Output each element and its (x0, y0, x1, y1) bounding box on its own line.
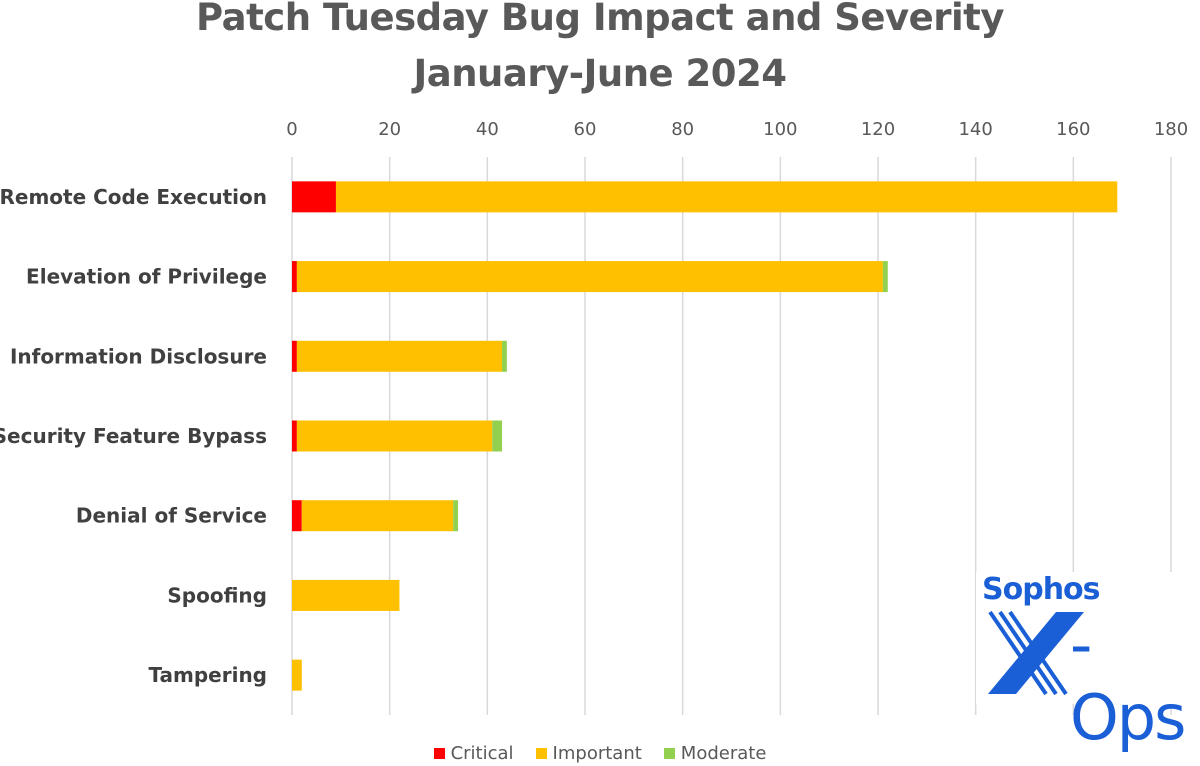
x-tick-label: 160 (1056, 119, 1090, 140)
bar-important (301, 500, 454, 532)
x-tick-label: 60 (574, 119, 597, 140)
bar-critical (292, 261, 297, 293)
x-tick-label: 120 (861, 119, 895, 140)
legend: Critical Important Moderate (0, 743, 1200, 764)
category-label: Remote Code Execution (0, 185, 267, 209)
legend-label: Important (552, 743, 642, 764)
x-tick-label: 180 (1154, 119, 1188, 140)
category-label: Spoofing (167, 583, 267, 607)
category-label: Information Disclosure (10, 344, 267, 368)
legend-item-important: Important (535, 743, 642, 764)
bar-important (335, 181, 1118, 213)
chart-subtitle: January-June 2024 (413, 52, 787, 95)
bar-critical (292, 420, 297, 452)
x-tick-label: 80 (671, 119, 694, 140)
bar-critical (292, 340, 297, 372)
chart-title: Patch Tuesday Bug Impact and Severity (196, 0, 1004, 39)
legend-swatch (663, 748, 675, 759)
bar-moderate (501, 340, 507, 372)
x-tick-label: 140 (958, 119, 992, 140)
x-tick-label: 20 (378, 119, 401, 140)
bar-moderate (453, 500, 459, 532)
legend-swatch (433, 748, 445, 759)
legend-label: Critical (450, 743, 514, 764)
logo-x-mark (988, 610, 1084, 696)
bar-important (296, 420, 493, 452)
category-label: Security Feature Bypass (0, 424, 267, 448)
x-tick-label: 100 (763, 119, 797, 140)
bar-important (292, 579, 400, 611)
bar-moderate (492, 420, 502, 452)
logo-text-sophos: Sophos (982, 572, 1101, 607)
bar-critical (292, 181, 336, 213)
category-label: Elevation of Privilege (26, 265, 267, 289)
category-label: Denial of Service (76, 504, 267, 528)
legend-item-moderate: Moderate (663, 743, 767, 764)
legend-swatch (535, 748, 547, 759)
bar-important (296, 261, 883, 293)
legend-label: Moderate (680, 743, 767, 764)
category-label: Tampering (148, 663, 267, 687)
bar-moderate (882, 261, 888, 293)
x-tick-label: 0 (286, 119, 297, 140)
bar-important (292, 659, 302, 691)
logo-text-ops: -Ops (1070, 608, 1186, 754)
bar-critical (292, 500, 302, 532)
x-tick-label: 40 (476, 119, 499, 140)
bar-important (296, 340, 502, 372)
sophos-xops-logo: Sophos -Ops (976, 572, 1188, 754)
legend-item-critical: Critical (433, 743, 514, 764)
